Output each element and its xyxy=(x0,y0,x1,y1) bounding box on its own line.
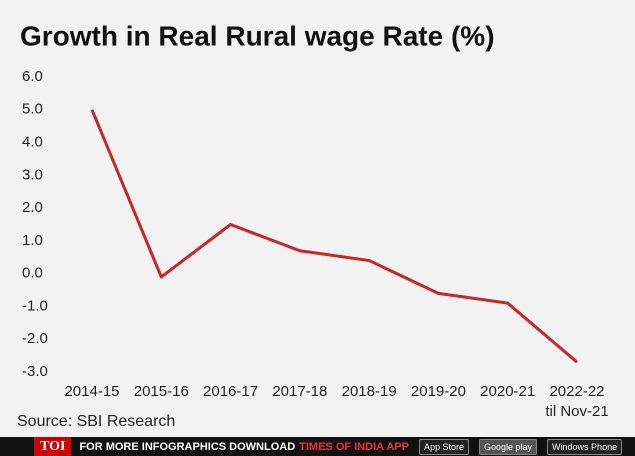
line xyxy=(90,109,578,364)
footer-app: TIMES OF INDIA APP xyxy=(299,440,409,453)
badge[interactable]: Windows Phone xyxy=(547,438,623,455)
badge[interactable]: App Store xyxy=(418,438,469,455)
y-tick-label: 0.0 xyxy=(22,265,43,282)
x-tick-label: 2015-16 xyxy=(133,383,189,400)
y-tick-label: 4.0 xyxy=(22,134,43,151)
x-tick-label: 2019-20 xyxy=(410,383,466,400)
x-tick-label: 2016-17 xyxy=(203,383,259,400)
y-tick-label: -1.0 xyxy=(22,297,48,314)
y-tick-label: 5.0 xyxy=(22,101,43,118)
x-tick-label: 2018-19 xyxy=(341,383,397,400)
footer-bar: TOI FOR MORE INFOGRAPHICS DOWNLOAD TIMES… xyxy=(0,437,635,456)
y-tick-label: 3.0 xyxy=(22,166,43,183)
brand: TOI xyxy=(34,437,72,456)
y-tick-label: -3.0 xyxy=(22,363,48,380)
y-tick-label: -2.0 xyxy=(22,330,48,347)
source: Source: SBI Research xyxy=(17,413,175,430)
x-tick-label: 2020-21 xyxy=(480,383,536,400)
x-tick-label: 2017-18 xyxy=(272,383,328,400)
y-tick-label: 2.0 xyxy=(22,199,43,216)
x-tick-label: 2022-22 til Nov-21 xyxy=(545,383,609,420)
chart-title: Growth in Real Rural wage Rate (%) xyxy=(20,20,495,51)
chart: Growth in Real Rural wage Rate (%) Sourc… xyxy=(17,20,578,430)
badge[interactable]: Google play xyxy=(479,438,538,455)
y-tick-label: 6.0 xyxy=(22,68,43,85)
x-tick-label: 2014-15 xyxy=(64,383,120,400)
y-tick-label: 1.0 xyxy=(22,232,43,249)
footer-text: FOR MORE INFOGRAPHICS DOWNLOAD xyxy=(79,440,296,453)
